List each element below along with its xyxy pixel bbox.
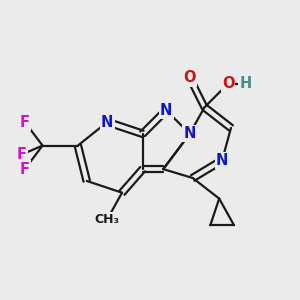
Text: N: N: [216, 153, 228, 168]
Text: N: N: [101, 115, 113, 130]
Text: F: F: [20, 162, 30, 177]
Text: N: N: [160, 103, 172, 118]
Text: CH₃: CH₃: [95, 213, 120, 226]
Text: N: N: [184, 126, 196, 141]
Text: O: O: [184, 70, 196, 86]
Text: F: F: [20, 115, 30, 130]
Text: O: O: [222, 76, 234, 91]
Text: H: H: [240, 76, 252, 91]
Text: F: F: [17, 147, 27, 162]
